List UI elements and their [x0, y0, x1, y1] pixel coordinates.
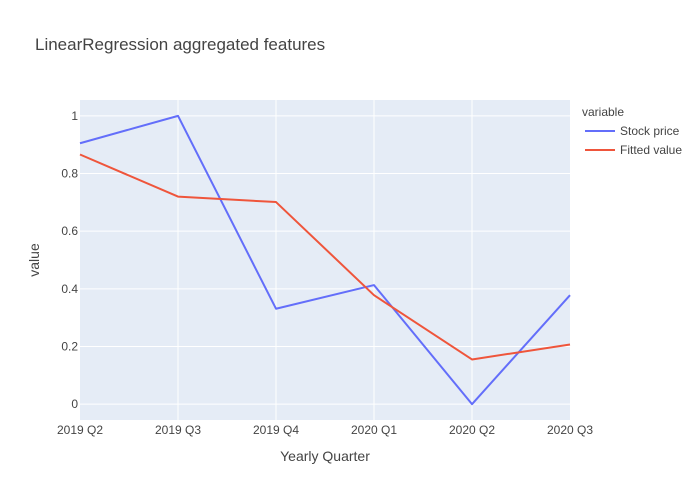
x-tick-label: 2020 Q2 — [449, 423, 495, 437]
y-tick-label: 0.8 — [61, 167, 78, 181]
series-line-1 — [79, 153, 571, 361]
chart-title: LinearRegression aggregated features — [35, 35, 325, 54]
x-tick-label: 2020 Q1 — [351, 423, 397, 437]
x-tick-label: 2019 Q2 — [57, 423, 103, 437]
legend-label-0: Stock price — [620, 124, 680, 138]
y-axis-ticks: 0 0.2 0.4 0.6 0.8 1 — [61, 109, 78, 411]
legend-label-1: Fitted value — [620, 143, 682, 157]
legend: variable Stock price Fitted value — [582, 105, 682, 157]
series-line-0 — [79, 114, 571, 406]
x-tick-label: 2019 Q3 — [155, 423, 201, 437]
x-tick-label: 2020 Q3 — [547, 423, 593, 437]
y-tick-label: 1 — [71, 109, 78, 123]
x-axis-ticks: 2019 Q2 2019 Q3 2019 Q4 2020 Q1 2020 Q2 2020 … — [57, 423, 593, 437]
y-axis-title: value — [26, 243, 42, 277]
plot-background — [80, 100, 570, 420]
gridlines — [80, 100, 570, 420]
y-tick-label: 0.2 — [61, 339, 78, 353]
y-tick-label: 0.4 — [61, 282, 78, 296]
x-tick-label: 2019 Q4 — [253, 423, 299, 437]
x-axis-title: Yearly Quarter — [280, 448, 370, 464]
legend-title: variable — [582, 105, 624, 119]
y-tick-label: 0.6 — [61, 224, 78, 238]
y-tick-label: 0 — [71, 397, 78, 411]
series-layer — [79, 114, 571, 406]
